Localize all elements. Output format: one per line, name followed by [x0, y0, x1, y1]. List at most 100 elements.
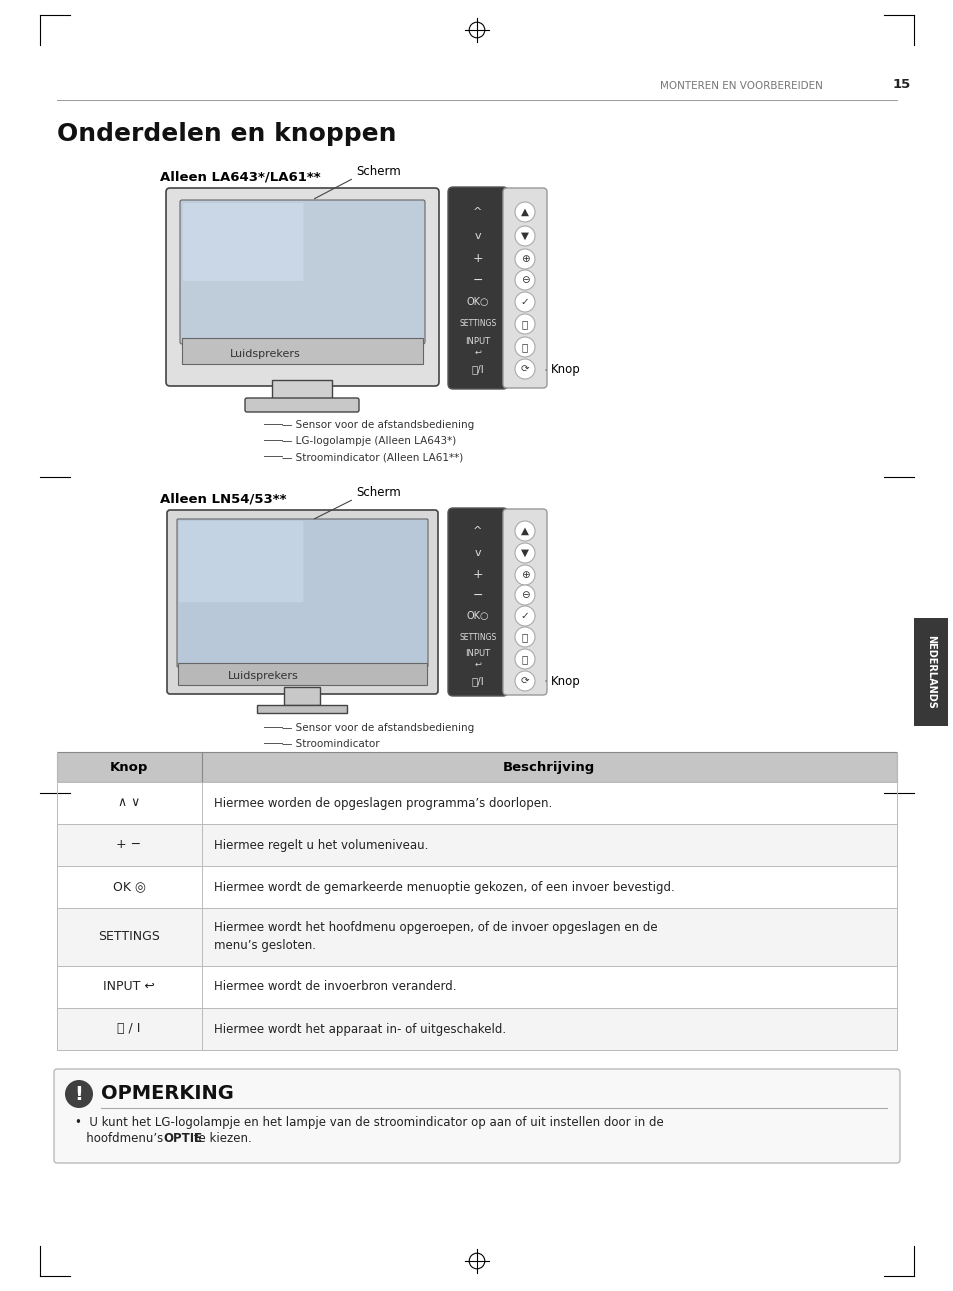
Text: ⏻ / I: ⏻ / I	[117, 1022, 140, 1035]
Bar	[284, 687, 319, 705]
Text: +: +	[472, 568, 483, 581]
Text: INPUT
↩: INPUT ↩	[465, 337, 490, 356]
Text: Hiermee regelt u het volumeniveau.: Hiermee regelt u het volumeniveau.	[213, 838, 428, 852]
Text: Luidsprekers: Luidsprekers	[230, 349, 300, 359]
Text: Ⓒ: Ⓒ	[521, 633, 528, 642]
Text: INPUT ↩: INPUT ↩	[103, 980, 154, 994]
Bar	[57, 966, 896, 1008]
Text: OPMERKING: OPMERKING	[101, 1084, 233, 1103]
Text: +: +	[472, 253, 483, 266]
Text: SETTINGS: SETTINGS	[459, 319, 497, 328]
Circle shape	[515, 359, 535, 380]
Text: ⟳: ⟳	[520, 364, 529, 374]
Text: — Stroomindicator: — Stroomindicator	[282, 738, 379, 749]
Text: OK ◎: OK ◎	[112, 880, 145, 893]
Text: v: v	[475, 231, 481, 241]
Text: Luidsprekers: Luidsprekers	[228, 671, 298, 680]
Text: Alleen LA643*/LA61**: Alleen LA643*/LA61**	[160, 170, 320, 183]
Text: hoofdmenu’s: hoofdmenu’s	[75, 1132, 167, 1145]
Text: ⊖: ⊖	[520, 590, 529, 600]
Text: — Stroomindicator (Alleen LA61**): — Stroomindicator (Alleen LA61**)	[282, 452, 463, 462]
Bar	[57, 824, 896, 866]
Circle shape	[515, 314, 535, 334]
Text: INPUT
↩: INPUT ↩	[465, 649, 490, 669]
Circle shape	[515, 565, 535, 585]
Text: 15: 15	[892, 77, 910, 90]
Text: Alleen LN54/53**: Alleen LN54/53**	[160, 493, 286, 506]
FancyBboxPatch shape	[166, 188, 438, 386]
Text: Ⓚ: Ⓚ	[521, 342, 528, 352]
Text: Knop: Knop	[110, 760, 148, 773]
Text: OPTIE: OPTIE	[163, 1132, 202, 1145]
Text: OK○: OK○	[466, 611, 489, 621]
Text: Hiermee wordt het apparaat in- of uitgeschakeld.: Hiermee wordt het apparaat in- of uitges…	[213, 1022, 506, 1035]
FancyBboxPatch shape	[448, 507, 507, 696]
Text: Knop: Knop	[551, 674, 580, 688]
FancyBboxPatch shape	[167, 510, 437, 695]
Text: menu’s gesloten.: menu’s gesloten.	[213, 939, 315, 951]
Text: Hiermee wordt het hoofdmenu opgeroepen, of de invoer opgeslagen en de: Hiermee wordt het hoofdmenu opgeroepen, …	[213, 920, 657, 933]
Text: + −: + −	[116, 838, 141, 852]
Text: — LG-logolampje (Alleen LA643*): — LG-logolampje (Alleen LA643*)	[282, 436, 456, 445]
Circle shape	[515, 544, 535, 563]
Bar	[57, 782, 896, 824]
Bar	[256, 705, 347, 713]
Text: ^: ^	[473, 207, 482, 217]
Text: ⏻/I: ⏻/I	[471, 364, 484, 374]
Text: Ⓚ: Ⓚ	[521, 655, 528, 664]
Circle shape	[515, 627, 535, 647]
Text: ▲: ▲	[520, 525, 529, 536]
Text: te kiezen.: te kiezen.	[190, 1132, 252, 1145]
Circle shape	[515, 585, 535, 605]
Circle shape	[515, 605, 535, 626]
Text: ▲: ▲	[520, 207, 529, 217]
FancyBboxPatch shape	[502, 188, 546, 389]
Text: −: −	[473, 274, 483, 287]
Bar	[178, 664, 427, 686]
FancyBboxPatch shape	[245, 398, 358, 412]
Text: ⏻/I: ⏻/I	[471, 676, 484, 686]
Text: MONTEREN EN VOORBEREIDEN: MONTEREN EN VOORBEREIDEN	[659, 81, 822, 90]
Text: ∧ ∨: ∧ ∨	[118, 797, 140, 809]
Text: ⊕: ⊕	[520, 254, 529, 263]
Circle shape	[515, 522, 535, 541]
Circle shape	[515, 270, 535, 290]
Text: Hiermee wordt de invoerbron veranderd.: Hiermee wordt de invoerbron veranderd.	[213, 980, 456, 994]
FancyBboxPatch shape	[179, 522, 303, 602]
Bar	[913, 618, 947, 726]
Circle shape	[515, 337, 535, 358]
Text: −: −	[473, 589, 483, 602]
Bar	[57, 866, 896, 908]
Bar	[182, 338, 422, 364]
Bar	[272, 380, 332, 400]
Circle shape	[515, 249, 535, 269]
Text: ✓: ✓	[520, 297, 529, 307]
Bar	[57, 1008, 896, 1050]
Text: ^: ^	[473, 525, 482, 536]
Text: ▼: ▼	[520, 231, 529, 241]
Text: SETTINGS: SETTINGS	[459, 633, 497, 642]
FancyBboxPatch shape	[183, 203, 303, 281]
Circle shape	[515, 292, 535, 312]
Circle shape	[515, 649, 535, 669]
Circle shape	[515, 201, 535, 222]
FancyBboxPatch shape	[177, 519, 428, 667]
Text: Beschrijving: Beschrijving	[502, 760, 595, 773]
Text: OK○: OK○	[466, 297, 489, 307]
FancyBboxPatch shape	[448, 187, 507, 389]
Text: Scherm: Scherm	[355, 485, 400, 500]
Text: — Sensor voor de afstandsbediening: — Sensor voor de afstandsbediening	[282, 723, 474, 733]
Text: ✓: ✓	[520, 611, 529, 621]
Circle shape	[65, 1081, 92, 1108]
Text: SETTINGS: SETTINGS	[98, 931, 160, 944]
FancyBboxPatch shape	[502, 509, 546, 695]
Text: Ⓒ: Ⓒ	[521, 319, 528, 329]
Text: ⊕: ⊕	[520, 571, 529, 580]
Circle shape	[515, 226, 535, 247]
Text: ⟳: ⟳	[520, 676, 529, 686]
Text: Onderdelen en knoppen: Onderdelen en knoppen	[57, 123, 396, 146]
FancyBboxPatch shape	[180, 200, 424, 343]
Text: ⊖: ⊖	[520, 275, 529, 285]
Text: ▼: ▼	[520, 547, 529, 558]
Text: — Sensor voor de afstandsbediening: — Sensor voor de afstandsbediening	[282, 420, 474, 430]
